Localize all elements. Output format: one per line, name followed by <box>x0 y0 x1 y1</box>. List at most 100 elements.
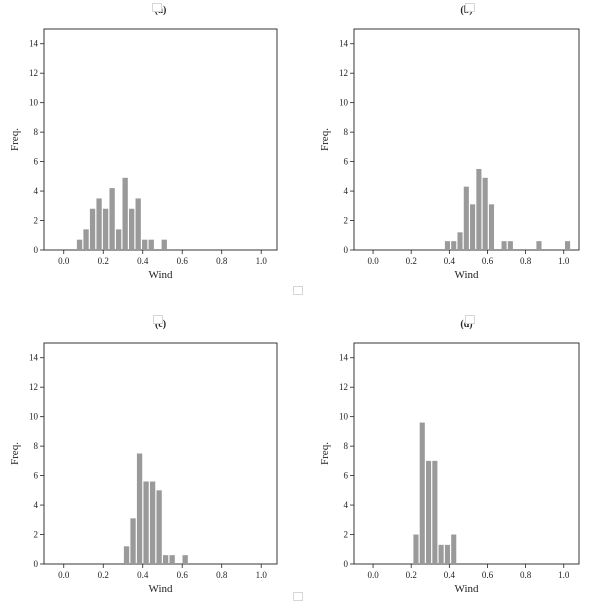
panel-b-xtick-label-5: 1.0 <box>558 256 570 266</box>
panel-b-xtick-label-4: 0.8 <box>520 256 532 266</box>
panel-c-ytick-label-2: 4 <box>34 500 39 510</box>
panel-b-xtick-label-0: 0.0 <box>367 256 379 266</box>
panel-a-x-axis-label: Wind <box>149 269 173 281</box>
panel-b-title-marker <box>465 3 475 12</box>
panel-a-xtick-label-3: 0.6 <box>177 256 189 266</box>
panel-c-ytick-label-3: 6 <box>34 471 39 481</box>
panel-a-ytick-label-2: 4 <box>34 186 39 196</box>
panel-d-title: (d) <box>460 319 472 330</box>
panel-c-xtick-label-5: 1.0 <box>256 570 268 580</box>
panel-b-bar-5 <box>476 168 482 250</box>
panel-d-ytick-label-1: 2 <box>344 530 349 540</box>
panel-d-ytick-label-3: 6 <box>344 471 349 481</box>
panel-b-bar-9 <box>507 241 513 250</box>
panel-b-bar-6 <box>482 177 488 250</box>
panel-a-bar-11 <box>148 239 154 250</box>
panel-c-bar-4 <box>149 481 156 564</box>
panel-b-bar-8 <box>501 241 507 250</box>
panel-c-bar-0 <box>123 546 130 564</box>
panel-a-xtick-label-2: 0.4 <box>137 256 149 266</box>
panel-d-xtick-label-2: 0.4 <box>444 570 456 580</box>
panel-a-ytick-label-4: 8 <box>34 127 39 137</box>
panel-a-bar-10 <box>142 239 148 250</box>
panel-c-ytick-label-6: 12 <box>29 382 38 392</box>
panel-a-ytick-label-1: 2 <box>34 216 39 226</box>
panel-d: 0 2 4 6 8 10 12 14 0.0 0.2 0.4 0.6 0.8 1.0 Wind Freq. (d… <box>319 319 580 595</box>
panel-d-ytick-label-7: 14 <box>339 353 349 363</box>
panel-a-plot-frame <box>43 28 278 251</box>
panel-b-xtick-label-1: 0.2 <box>406 256 417 266</box>
panel-c-bar-6 <box>162 555 169 564</box>
panel-d-ytick-label-4: 8 <box>344 441 349 451</box>
panel-b-xtick-label-3: 0.6 <box>482 256 494 266</box>
panel-d-bar-1 <box>419 422 425 564</box>
panel-c-y-axis-label: Freq. <box>9 442 21 465</box>
panel-a-xtick-label-5: 1.0 <box>256 256 268 266</box>
panel-b-ytick-label-5: 10 <box>339 98 349 108</box>
panel-d-title-marker <box>465 315 475 324</box>
panel-a-xtick-label-4: 0.8 <box>216 256 228 266</box>
panel-a-bar-1 <box>83 229 89 250</box>
panel-b-ytick-label-2: 4 <box>344 186 349 196</box>
panel-d-bar-4 <box>438 544 444 564</box>
panel-b-bar-7 <box>488 204 495 250</box>
panel-a-xtick-label-0: 0.0 <box>58 256 70 266</box>
panel-d-xtick-label-4: 0.8 <box>520 570 532 580</box>
panel-a-ytick-label-7: 14 <box>29 39 39 49</box>
panel-a-bar-2 <box>89 208 96 250</box>
panel-b: 024681012140.00.20.40.60.81.0WindFreq.(b… <box>319 5 580 281</box>
panel-a-ytick-label-5: 10 <box>29 98 39 108</box>
panel-c-xtick-label-1: 0.2 <box>98 570 109 580</box>
panel-c-x-axis-label: Wind <box>149 583 173 595</box>
panel-b-y-axis-label: Freq. <box>319 128 331 151</box>
panel-c: 0 2 4 6 8 10 12 14 0.0 0.2 0.4 0.6 0.8 1.0 Wind Freq. (c… <box>9 319 278 595</box>
panel-c-xtick-label-4: 0.8 <box>216 570 228 580</box>
panel-d-xtick-label-0: 0.0 <box>367 570 379 580</box>
panel-d-bar-6 <box>451 534 457 564</box>
panel-b-bar-0 <box>444 241 450 250</box>
panel-c-xtick-label-0: 0.0 <box>58 570 70 580</box>
panel-b-xtick-label-2: 0.4 <box>444 256 456 266</box>
panel-b-bar-1 <box>451 241 457 250</box>
panel-a-ytick-label-0: 0 <box>34 245 39 255</box>
panel-d-xtick-label-3: 0.6 <box>482 570 494 580</box>
panel-d-ytick-label-2: 4 <box>344 500 349 510</box>
panel-d-ytick-label-0: 0 <box>344 559 349 569</box>
panel-d-y-axis-label: Freq. <box>319 442 331 465</box>
panel-b-ytick-label-7: 14 <box>339 39 349 49</box>
panel-d-x-axis-label: Wind <box>455 583 479 595</box>
panel-a-y-axis-label: Freq. <box>9 128 21 151</box>
panel-d-ytick-label-5: 10 <box>339 412 349 422</box>
panel-c-title-marker <box>153 315 163 324</box>
panel-b-ytick-label-1: 2 <box>344 216 349 226</box>
panel-a-ytick-label-3: 6 <box>34 157 39 167</box>
panel-c-bar-7 <box>169 555 175 564</box>
panel-b-bar-3 <box>463 186 469 250</box>
panel-a-bar-8 <box>129 208 135 250</box>
panel-b-bar-4 <box>470 204 476 250</box>
panel-a-xtick-label-1: 0.2 <box>98 256 109 266</box>
panel-a-bar-4 <box>102 208 109 250</box>
panel-c-ytick-label-4: 8 <box>34 441 39 451</box>
panel-c-xtick-label-3: 0.6 <box>177 570 189 580</box>
panel-a-bar-9 <box>135 198 141 250</box>
panel-b-x-axis-label: Wind <box>455 269 479 281</box>
panel-d-bar-3 <box>432 460 438 564</box>
panel-a-bar-3 <box>96 198 102 250</box>
panel-b-ytick-label-0: 0 <box>344 245 349 255</box>
panel-d-xtick-label-5: 1.0 <box>558 570 570 580</box>
panel-d-ytick-label-6: 12 <box>339 382 348 392</box>
panel-a-bar-6 <box>115 229 122 250</box>
panel-c-ytick-label-1: 2 <box>34 530 39 540</box>
panel-c-title: (c) <box>155 319 166 330</box>
panel-a-bar-5 <box>109 188 115 250</box>
panel-a-bar-0 <box>76 239 83 250</box>
panel-b-ytick-label-6: 12 <box>339 68 348 78</box>
panel-a-ytick-label-6: 12 <box>29 68 38 78</box>
panel-d-xtick-label-1: 0.2 <box>406 570 417 580</box>
panel-c-ytick-label-5: 10 <box>29 412 39 422</box>
panel-d-plot-frame <box>353 342 580 565</box>
panel-d-bar-0 <box>413 534 419 564</box>
panel-a: 024681012140.00.20.40.60.81.0WindFreq.(a… <box>9 5 278 281</box>
